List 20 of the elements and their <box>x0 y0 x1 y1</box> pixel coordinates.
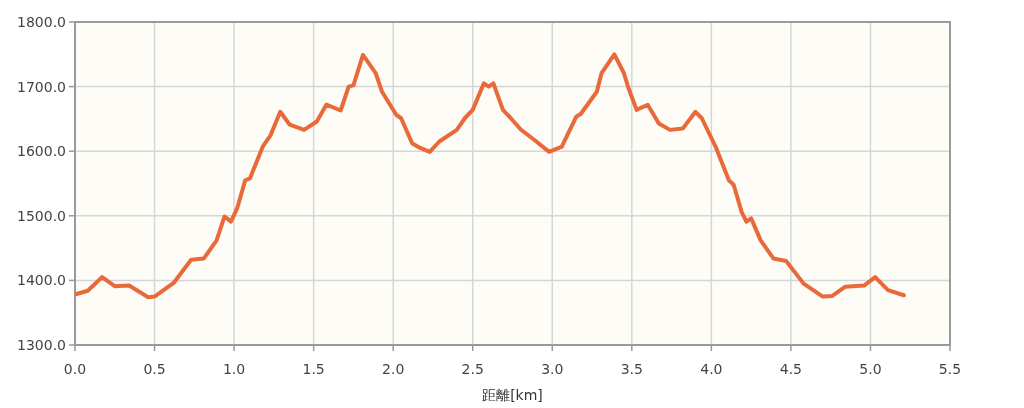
y-tick-label: 1800.0 <box>17 14 66 30</box>
y-tick-label: 1600.0 <box>17 143 66 160</box>
x-tick-label: 1.0 <box>222 361 246 377</box>
y-tick-label: 1500.0 <box>17 207 66 224</box>
x-tick-label: 4.0 <box>700 361 723 377</box>
x-tick-label: 0.5 <box>143 361 166 377</box>
line-series <box>74 52 906 300</box>
x-tick-label: 1.5 <box>302 361 325 377</box>
y-tick-label: 1700.0 <box>17 78 66 95</box>
x-tick-label: 2.0 <box>382 361 405 377</box>
x-tick-label: 5.0 <box>859 361 882 377</box>
y-tick-label: 1400.0 <box>17 272 66 289</box>
x-tick-label: 2.5 <box>461 361 484 377</box>
x-tick-label: 5.5 <box>938 361 962 377</box>
x-tick-label: 4.5 <box>779 361 803 377</box>
x-tick-label: 3.5 <box>620 361 643 377</box>
x-axis-title: 距離[km] <box>482 387 543 403</box>
x-tick-label: 0.0 <box>63 361 87 377</box>
x-tick-label: 3.0 <box>541 361 564 377</box>
y-tick-label: 1300.0 <box>17 337 66 353</box>
